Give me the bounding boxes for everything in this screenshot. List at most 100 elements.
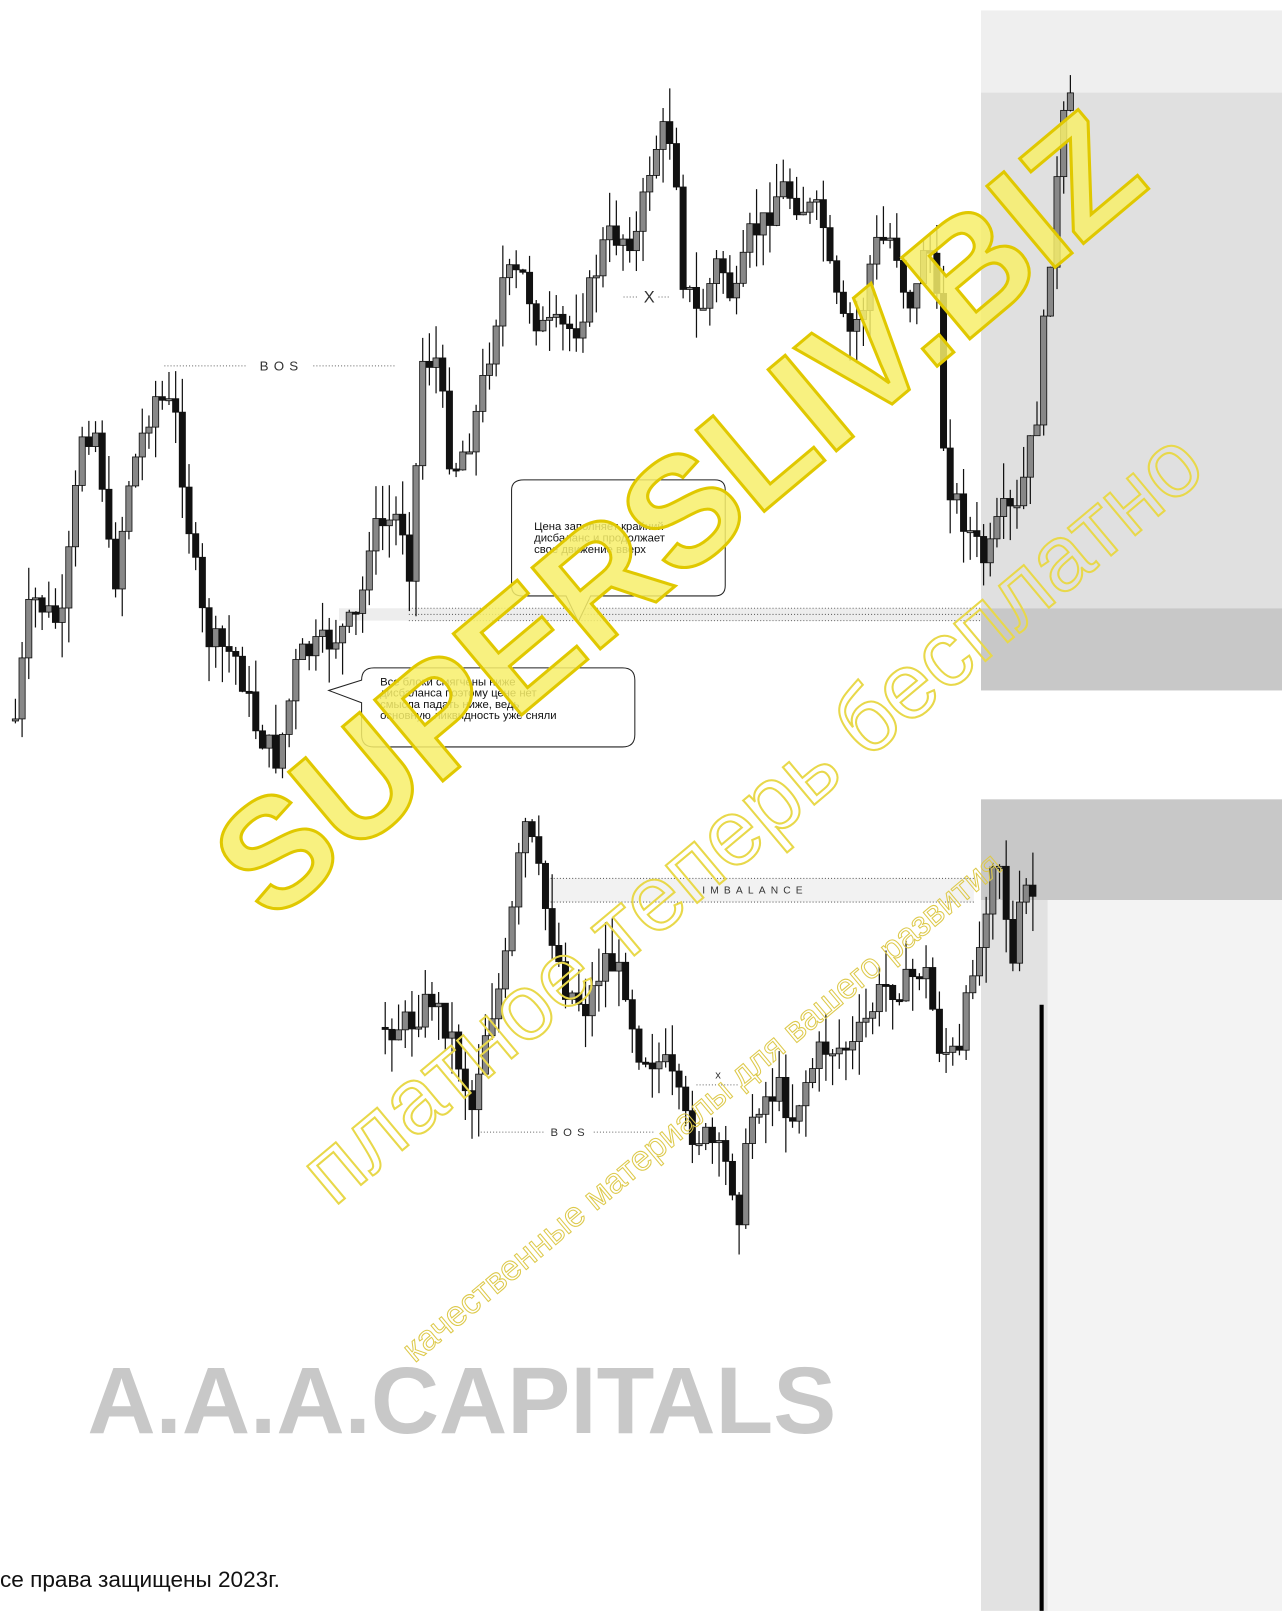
candle-part <box>692 286 700 309</box>
candle-part <box>686 286 694 290</box>
candle-part <box>1066 92 1074 111</box>
candle-part <box>535 836 543 864</box>
candle-part <box>31 597 39 601</box>
candle-part <box>606 225 614 241</box>
candle-part <box>722 1140 730 1162</box>
candle-part <box>726 272 734 299</box>
candle-part <box>339 625 347 644</box>
imbalance-band <box>338 608 982 621</box>
candle-part <box>862 1017 870 1023</box>
candle-part <box>185 486 193 535</box>
candle-part <box>646 175 654 193</box>
candle-part <box>472 410 480 453</box>
candle-part <box>989 866 997 915</box>
candle-part <box>612 225 620 246</box>
candle-part <box>652 148 660 176</box>
candle-part <box>846 313 854 332</box>
candle-part <box>1060 109 1068 178</box>
candle-part <box>38 597 46 613</box>
candle-part <box>526 271 534 305</box>
candle-part <box>960 493 968 532</box>
candle-part <box>799 211 807 216</box>
candle-part <box>265 734 273 749</box>
imbalance-label: IMBALANCE <box>702 885 808 896</box>
candle-part <box>439 357 447 392</box>
candle-part <box>45 605 53 613</box>
candle-part <box>112 538 120 590</box>
candle-part <box>125 485 133 532</box>
candle-part <box>706 283 714 309</box>
candle-part <box>642 1061 650 1065</box>
candle-part <box>381 1026 389 1030</box>
candle-part <box>713 258 720 284</box>
candle-part <box>839 291 847 314</box>
candle-part <box>1033 424 1041 437</box>
candle-part <box>345 611 353 627</box>
candle-part <box>105 488 113 540</box>
callout-text: Цена заполняет крайний дисбаланс и продол… <box>534 521 665 556</box>
candle-part <box>546 316 554 321</box>
candle-part <box>655 1061 663 1070</box>
candle-part <box>955 1045 963 1051</box>
candle-part <box>775 1076 783 1102</box>
candle-part <box>962 992 970 1051</box>
candle-part <box>372 518 380 552</box>
candle-part <box>552 313 560 318</box>
candle-part <box>773 196 781 226</box>
candle-part <box>448 1031 456 1039</box>
candle-part <box>65 546 73 609</box>
x-label: X <box>644 288 655 306</box>
candle-part <box>1026 435 1034 478</box>
candle-part <box>408 1011 416 1030</box>
candle-part <box>158 396 166 401</box>
candle-part <box>132 456 140 487</box>
candle-part <box>779 181 787 198</box>
candle-part <box>973 530 981 537</box>
candle-part <box>218 628 226 647</box>
candle-part <box>278 734 286 769</box>
candle-part <box>789 1117 797 1122</box>
candle-part <box>568 992 576 1000</box>
candle-part <box>946 447 954 501</box>
candle-part <box>245 690 253 694</box>
candle-part <box>432 357 440 368</box>
candle-part <box>285 700 293 735</box>
candle-part <box>1040 315 1048 426</box>
candle-part <box>582 1003 590 1017</box>
candle-part <box>575 992 583 1005</box>
candle-part <box>628 999 636 1030</box>
candle-part <box>445 390 453 470</box>
candle-part <box>940 293 948 449</box>
candle-part <box>635 1028 643 1063</box>
candle-part <box>853 319 861 332</box>
candle-part <box>1016 901 1024 964</box>
candle-part <box>586 277 594 323</box>
candle-part <box>953 493 961 501</box>
candle-part <box>51 605 59 623</box>
candle-part <box>485 363 493 376</box>
candle-part <box>648 1062 656 1070</box>
candle-part <box>1009 919 1017 964</box>
candle-part <box>759 212 767 236</box>
candle-part <box>395 1029 403 1041</box>
candle-part <box>365 550 373 591</box>
candle-part <box>532 303 540 332</box>
candle-part <box>879 236 887 241</box>
candle-part <box>562 961 569 1000</box>
candle-part <box>632 230 640 252</box>
candle-part <box>906 291 914 309</box>
candle-part <box>405 534 413 582</box>
candle-part <box>172 398 180 413</box>
candle-part <box>842 1047 850 1051</box>
candle-part <box>666 121 674 144</box>
candle-part <box>755 1113 763 1118</box>
candle-part <box>688 1110 696 1145</box>
bos-label: BOS <box>260 358 304 373</box>
candle-part <box>515 852 523 908</box>
candle-part <box>753 223 761 236</box>
candle-part <box>145 426 153 434</box>
candle-part <box>18 657 26 720</box>
candle-part <box>926 250 934 254</box>
candle-part <box>138 432 146 458</box>
candle-part <box>292 659 300 702</box>
